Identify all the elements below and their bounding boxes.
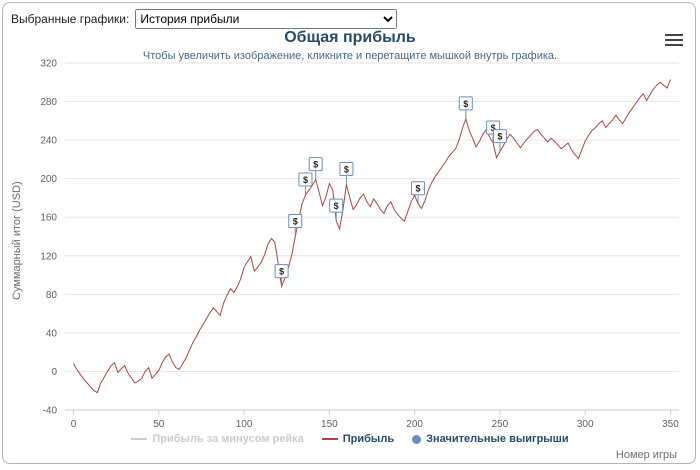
y-tick-label: 40 — [46, 328, 58, 339]
y-tick-label: 240 — [40, 136, 57, 147]
y-tick-label: 280 — [40, 97, 57, 108]
flag-box — [411, 181, 426, 196]
y-tick-label: -40 — [43, 406, 58, 417]
flag-box — [458, 96, 473, 111]
toolbar: Выбранные графики: История прибыли — [11, 8, 398, 30]
line-symbol — [131, 438, 148, 440]
flag-dollar-label: $ — [313, 160, 318, 170]
y-tick-label: 200 — [40, 174, 57, 185]
profit-history-panel: Выбранные графики: История прибыли Общая… — [2, 2, 696, 464]
chart-select[interactable]: История прибыли — [135, 9, 398, 29]
flag-box — [288, 214, 303, 228]
flag-dollar-label: $ — [416, 184, 421, 194]
flag-box — [298, 172, 313, 187]
significant-win-flag[interactable]: $ — [339, 161, 354, 185]
profit-chart: Общая прибыль Чтобы увеличить изображени… — [3, 27, 696, 464]
flag-dollar-label: $ — [279, 267, 284, 277]
circle-symbol — [412, 434, 422, 444]
flag-dollar-label: $ — [463, 99, 468, 109]
y-tick-label: 320 — [40, 59, 57, 70]
y-tick-label: 80 — [46, 290, 58, 301]
x-tick-label: 300 — [577, 419, 594, 430]
flag-dollar-label: $ — [303, 175, 308, 185]
line-symbol — [321, 438, 338, 440]
legend-item-rake-adjusted-profit[interactable]: Прибыль за минусом рейка — [131, 433, 304, 445]
chart-title: Общая прибыль — [284, 29, 416, 46]
x-tick-label: 200 — [406, 419, 423, 430]
flag-dollar-label: $ — [344, 164, 349, 174]
flag-dollar-label: $ — [491, 123, 496, 133]
plot-area[interactable]: -40 0 40 80 120 160 200 240 280 320 0 50 100 150 200 25… — [3, 27, 696, 464]
flag-box — [308, 157, 323, 172]
flag-box — [274, 264, 289, 279]
y-tick-label: 120 — [40, 251, 57, 262]
legend-item-profit[interactable]: Прибыль — [321, 433, 394, 445]
y-axis-title: Суммарный итог (USD) — [11, 181, 23, 300]
x-tick-label: 100 — [236, 419, 253, 430]
significant-win-flag[interactable]: $ — [274, 264, 289, 287]
legend-item-significant-wins[interactable]: Значительные выигрыши — [412, 433, 569, 445]
flag-box — [492, 129, 507, 144]
x-tick-label: 150 — [321, 419, 338, 430]
flag-dollar-label: $ — [334, 201, 339, 211]
x-tick-label: 250 — [492, 419, 509, 430]
y-tick-label: 0 — [51, 367, 57, 378]
flag-box — [339, 161, 354, 176]
profit-line-series[interactable] — [73, 79, 671, 394]
chart-subtitle: Чтобы увеличить изображение, кликните и … — [142, 50, 558, 62]
significant-win-flag[interactable]: $ — [458, 96, 473, 119]
significant-win-flag[interactable]: $ — [288, 214, 303, 237]
significant-win-flag[interactable]: $ — [308, 157, 323, 180]
significant-win-flag[interactable]: $ — [492, 129, 507, 152]
significant-win-flag[interactable]: $ — [411, 181, 426, 204]
significant-win-flag[interactable]: $ — [298, 172, 313, 196]
x-tick-label: 0 — [71, 419, 77, 430]
flag-box — [329, 198, 344, 213]
export-menu-icon[interactable] — [665, 34, 683, 48]
flag-dollar-label: $ — [497, 132, 502, 142]
flag-dollar-label: $ — [293, 217, 298, 227]
chart-select-label: Выбранные графики: — [11, 12, 130, 26]
x-axis-title: Номер игры — [615, 449, 677, 461]
legend: Прибыль за минусом рейка Прибыль Значите… — [3, 433, 695, 445]
x-tick-label: 350 — [662, 419, 679, 430]
x-tick-label: 50 — [153, 419, 165, 430]
significant-win-flag[interactable]: $ — [329, 198, 344, 222]
y-tick-label: 160 — [40, 213, 57, 224]
